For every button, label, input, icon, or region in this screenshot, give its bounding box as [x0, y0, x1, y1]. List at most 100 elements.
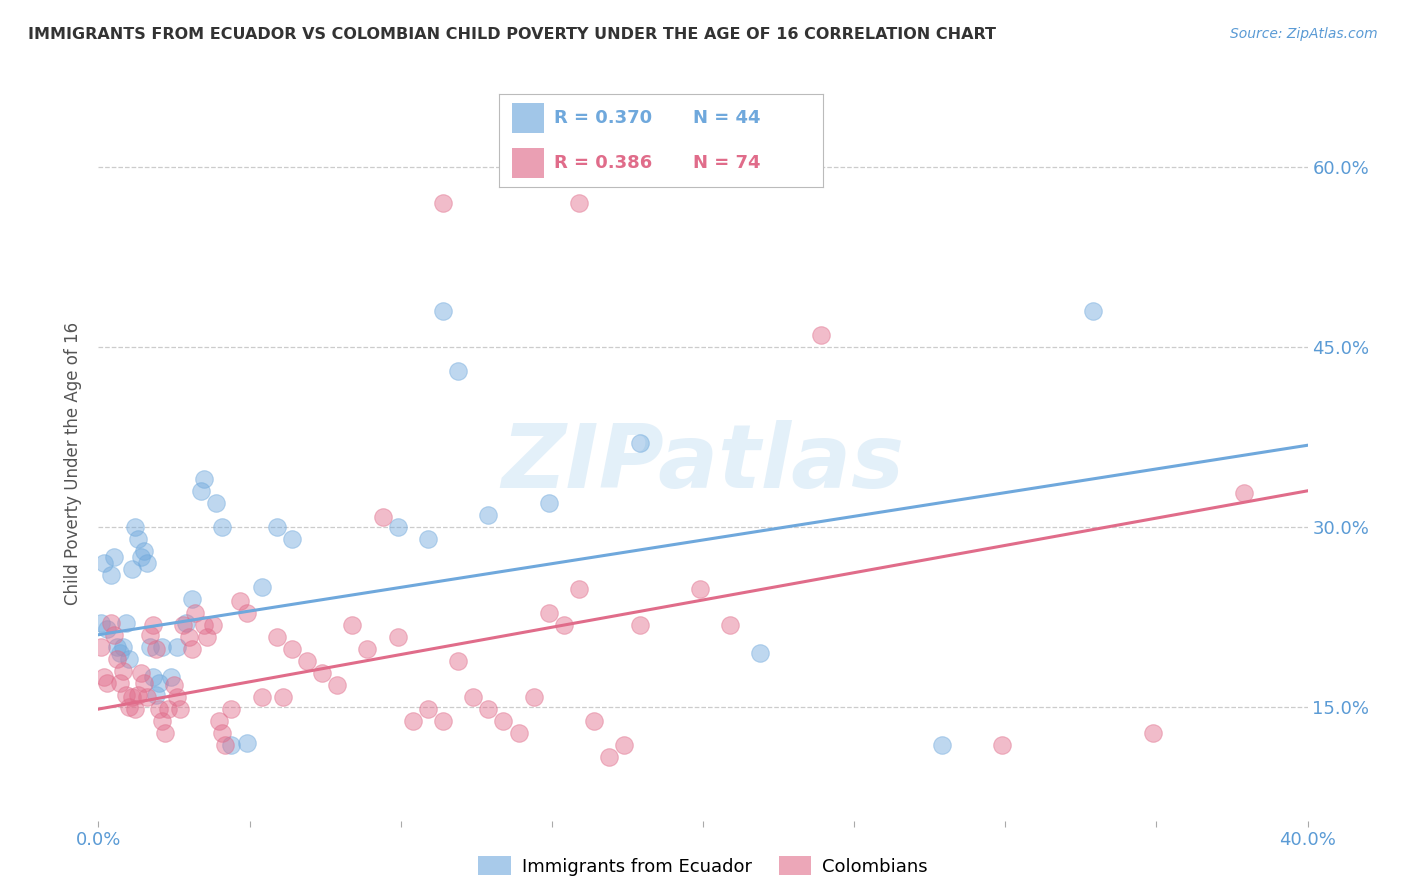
- Text: R = 0.386: R = 0.386: [554, 154, 652, 172]
- Point: [477, 508, 499, 522]
- Point: [139, 628, 162, 642]
- Point: [568, 196, 591, 211]
- FancyBboxPatch shape: [512, 148, 544, 178]
- Point: [103, 549, 125, 564]
- Legend: Immigrants from Ecuador, Colombians: Immigrants from Ecuador, Colombians: [471, 849, 935, 883]
- Point: [129, 666, 152, 681]
- Point: [235, 606, 257, 620]
- Point: [991, 738, 1014, 752]
- Point: [156, 702, 179, 716]
- Point: [432, 304, 454, 318]
- Point: [100, 615, 122, 630]
- Point: [103, 628, 125, 642]
- Point: [121, 690, 143, 705]
- Point: [931, 738, 953, 752]
- Point: [127, 532, 149, 546]
- Point: [613, 738, 636, 752]
- Y-axis label: Child Poverty Under the Age of 16: Child Poverty Under the Age of 16: [65, 322, 83, 606]
- Point: [135, 556, 157, 570]
- Point: [221, 702, 243, 716]
- Point: [214, 738, 236, 752]
- Point: [689, 582, 711, 597]
- Point: [139, 640, 162, 654]
- Point: [568, 582, 591, 597]
- Point: [90, 640, 112, 654]
- Point: [93, 670, 115, 684]
- Point: [432, 714, 454, 728]
- Point: [184, 606, 207, 620]
- Point: [179, 630, 201, 644]
- Point: [93, 556, 115, 570]
- Point: [1142, 726, 1164, 740]
- Text: N = 74: N = 74: [693, 154, 761, 172]
- Point: [193, 472, 215, 486]
- Point: [281, 642, 304, 657]
- Point: [129, 549, 152, 564]
- Point: [447, 654, 470, 668]
- Point: [181, 591, 204, 606]
- Point: [416, 702, 439, 716]
- Point: [127, 688, 149, 702]
- Point: [598, 750, 620, 764]
- Point: [150, 714, 173, 728]
- FancyBboxPatch shape: [512, 103, 544, 133]
- Point: [356, 642, 378, 657]
- Point: [174, 615, 197, 630]
- Point: [132, 675, 155, 690]
- Point: [195, 630, 218, 644]
- Point: [295, 654, 318, 668]
- Point: [118, 651, 141, 665]
- Point: [124, 702, 146, 716]
- Point: [271, 690, 294, 705]
- Point: [181, 642, 204, 657]
- Point: [145, 642, 167, 657]
- Point: [150, 640, 173, 654]
- Point: [416, 532, 439, 546]
- Point: [145, 688, 167, 702]
- Point: [105, 640, 128, 654]
- Point: [326, 678, 349, 692]
- Point: [211, 726, 233, 740]
- Point: [114, 615, 136, 630]
- Point: [1233, 486, 1256, 500]
- Point: [229, 594, 252, 608]
- Point: [266, 630, 288, 644]
- Point: [628, 618, 651, 632]
- Point: [718, 618, 741, 632]
- Point: [108, 646, 131, 660]
- Point: [135, 690, 157, 705]
- Point: [447, 364, 470, 378]
- Point: [281, 532, 304, 546]
- Point: [124, 520, 146, 534]
- Point: [583, 714, 606, 728]
- Point: [111, 664, 134, 678]
- Point: [166, 640, 188, 654]
- Point: [202, 618, 225, 632]
- Point: [211, 520, 233, 534]
- Point: [402, 714, 425, 728]
- Point: [169, 702, 191, 716]
- Text: R = 0.370: R = 0.370: [554, 109, 652, 127]
- Point: [523, 690, 546, 705]
- Point: [153, 726, 176, 740]
- Point: [553, 618, 575, 632]
- Point: [208, 714, 231, 728]
- Point: [463, 690, 485, 705]
- Point: [148, 675, 170, 690]
- Point: [96, 622, 118, 636]
- Point: [250, 690, 273, 705]
- Point: [628, 435, 651, 450]
- Point: [492, 714, 515, 728]
- Point: [371, 510, 394, 524]
- Point: [193, 618, 215, 632]
- Point: [142, 618, 165, 632]
- Point: [477, 702, 499, 716]
- Point: [132, 543, 155, 558]
- Point: [508, 726, 530, 740]
- Text: Source: ZipAtlas.com: Source: ZipAtlas.com: [1230, 27, 1378, 41]
- Point: [90, 615, 112, 630]
- Point: [160, 670, 183, 684]
- Point: [163, 678, 186, 692]
- Point: [172, 618, 194, 632]
- Point: [387, 630, 409, 644]
